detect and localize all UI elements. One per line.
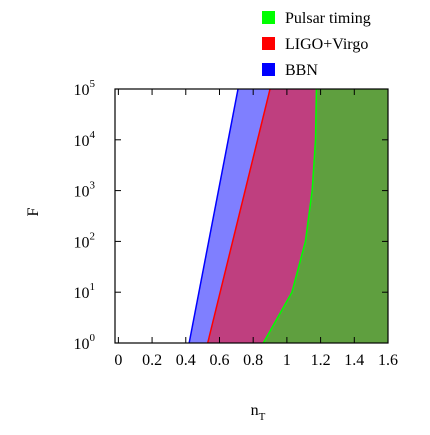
x-tick-label: 1 xyxy=(283,352,291,369)
legend-swatch xyxy=(262,11,275,24)
y-tick-label: 101 xyxy=(74,281,96,302)
x-tick-label: 0.4 xyxy=(176,352,196,369)
y-tick-exponent: 1 xyxy=(90,281,96,293)
x-axis-label: nT xyxy=(251,402,266,423)
y-axis-label: F xyxy=(25,207,42,216)
x-tick-label: 0.2 xyxy=(142,352,162,369)
y-tick-exponent: 4 xyxy=(90,129,96,141)
boundary-line xyxy=(206,88,271,344)
legend-swatch xyxy=(262,37,275,50)
plot-area xyxy=(188,88,388,344)
x-tick-label: 1.4 xyxy=(344,352,364,369)
y-tick-exponent: 3 xyxy=(90,180,96,192)
y-tick-label: 102 xyxy=(74,230,96,251)
y-tick-base: 10 xyxy=(74,184,90,201)
boundary-line xyxy=(262,88,318,344)
x-tick-label: 1.6 xyxy=(378,352,398,369)
y-tick-exponent: 2 xyxy=(90,230,96,242)
x-label-main: n xyxy=(251,402,259,419)
y-tick-exponent: 5 xyxy=(90,78,96,90)
y-tick-base: 10 xyxy=(74,285,90,302)
legend-label: LIGO+Virgo xyxy=(285,36,368,53)
y-tick-base: 10 xyxy=(74,336,90,353)
legend-label: BBN xyxy=(285,62,318,79)
legend-label: Pulsar timing xyxy=(285,10,371,27)
plot-frame xyxy=(114,88,389,344)
x-tick-label: 0.6 xyxy=(209,352,229,369)
y-tick-label: 104 xyxy=(74,129,96,150)
y-tick-base: 10 xyxy=(74,133,90,150)
x-tick-label: 0.8 xyxy=(243,352,263,369)
x-tick-label: 0 xyxy=(114,352,122,369)
x-label-sub: T xyxy=(259,411,266,423)
y-tick-exponent: 0 xyxy=(90,332,96,344)
y-tick-label: 100 xyxy=(74,332,96,353)
y-tick-base: 10 xyxy=(74,234,90,251)
legend-swatch xyxy=(262,63,275,76)
y-tick-label: 105 xyxy=(74,78,96,99)
boundary-line xyxy=(188,88,239,344)
y-tick-base: 10 xyxy=(74,82,90,99)
region xyxy=(263,89,388,343)
y-tick-label: 103 xyxy=(74,180,96,201)
x-tick-label: 1.2 xyxy=(311,352,331,369)
